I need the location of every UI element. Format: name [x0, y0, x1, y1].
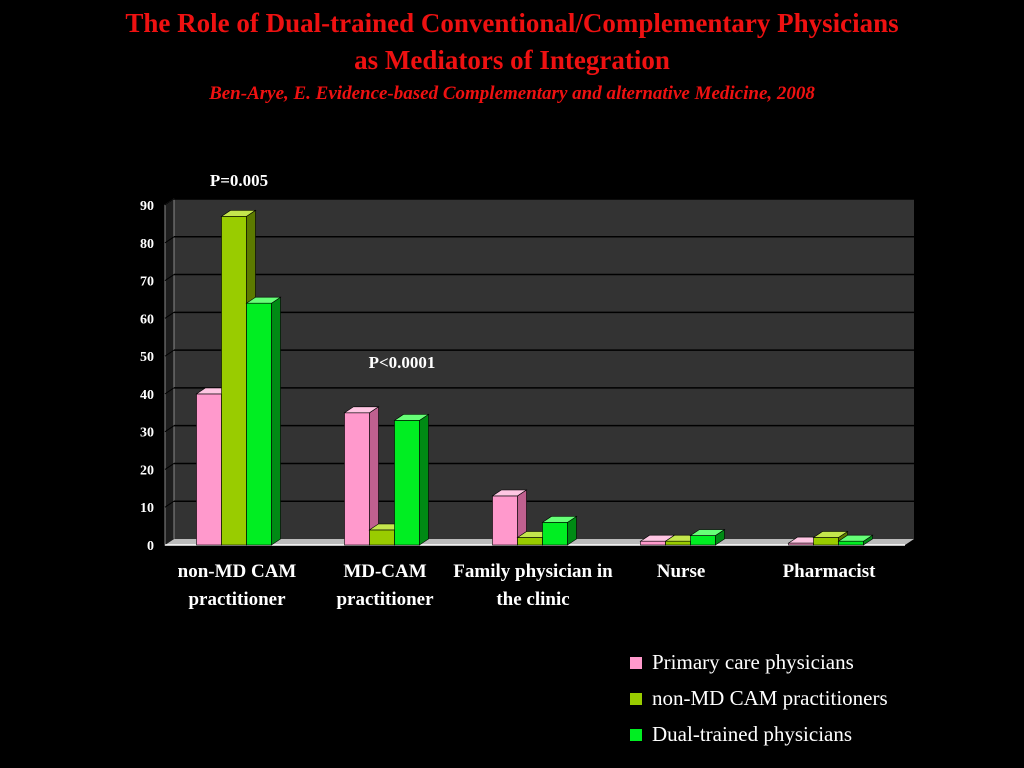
bar-top: [343, 406, 380, 414]
bar-top: [541, 516, 578, 523]
bar-top: [812, 531, 849, 538]
gridline-side: [164, 349, 175, 357]
bar-top: [220, 210, 257, 217]
chart-subtitle: Ben-Arye, E. Evidence-based Complementar…: [209, 83, 815, 104]
y-tick-label: 40: [140, 388, 154, 403]
x-tick-label: non-MD CAM practitioner: [177, 561, 297, 610]
gridline-side: [164, 274, 175, 281]
bar-top: [393, 414, 430, 421]
bar: [492, 495, 518, 546]
gridline-side: [164, 463, 175, 470]
y-tick-label: 60: [140, 312, 154, 327]
bar-top: [837, 534, 874, 542]
bar-side: [271, 296, 281, 546]
x-tick-label: MD-CAM practitioner: [336, 561, 434, 610]
x-tick-label: Family physician in the clinic: [453, 561, 613, 610]
gridline-side: [164, 500, 175, 508]
bar: [813, 537, 839, 546]
y-tick-label: 80: [140, 237, 154, 252]
gridline-side: [164, 425, 175, 433]
bar: [221, 216, 247, 546]
bar: [196, 393, 222, 546]
gridline-side: [164, 198, 175, 206]
gridline-side: [164, 236, 175, 244]
x-tick-label: Nurse: [656, 561, 706, 582]
legend-item-primary-care: Primary care physicians: [630, 650, 854, 675]
bar: [369, 529, 395, 546]
gridline-side: [164, 387, 175, 395]
bar: [394, 420, 420, 546]
y-tick-label: 20: [140, 463, 154, 478]
annotation-label: P=0.005: [210, 171, 268, 190]
bar: [690, 535, 716, 546]
bar-top: [245, 296, 282, 304]
bar-side: [369, 406, 379, 546]
legend-swatch-non-md-cam: [630, 692, 642, 705]
legend-label-dual-trained: Dual-trained physicians: [652, 722, 853, 746]
bar: [517, 537, 543, 546]
y-tick-label: 70: [140, 275, 154, 290]
y-tick-label: 10: [140, 501, 154, 516]
legend-swatch-dual-trained: [630, 728, 642, 741]
y-tick-label: 50: [140, 350, 154, 365]
bar: [838, 540, 864, 546]
bar: [344, 412, 370, 546]
annotation-label: P<0.0001: [369, 353, 436, 372]
bar-side: [419, 413, 429, 546]
bar: [542, 522, 568, 546]
bar: [246, 302, 272, 546]
bar: [640, 540, 666, 546]
plot-back-wall: [174, 199, 914, 539]
gridline-side: [164, 311, 175, 319]
legend-label-primary-care: Primary care physicians: [652, 650, 854, 674]
legend-swatch-primary-care: [630, 656, 642, 669]
legend-item-dual-trained: Dual-trained physicians: [630, 722, 852, 747]
bar: [665, 540, 691, 546]
y-tick-label: 30: [140, 426, 154, 441]
legend-item-non-md-cam: non-MD CAM practitioners: [630, 686, 888, 711]
y-tick-label: 0: [147, 539, 154, 554]
plot-left-wall: [164, 198, 175, 546]
chart-title-line-2: as Mediators of Integration: [354, 45, 670, 75]
x-tick-label: Pharmacist: [782, 561, 876, 582]
chart-title-line-1: The Role of Dual-trained Conventional/Co…: [125, 8, 899, 38]
bar-top: [689, 529, 726, 536]
bar-top: [491, 489, 528, 497]
y-tick-label: 90: [140, 199, 154, 214]
legend-label-non-md-cam: non-MD CAM practitioners: [652, 686, 888, 710]
